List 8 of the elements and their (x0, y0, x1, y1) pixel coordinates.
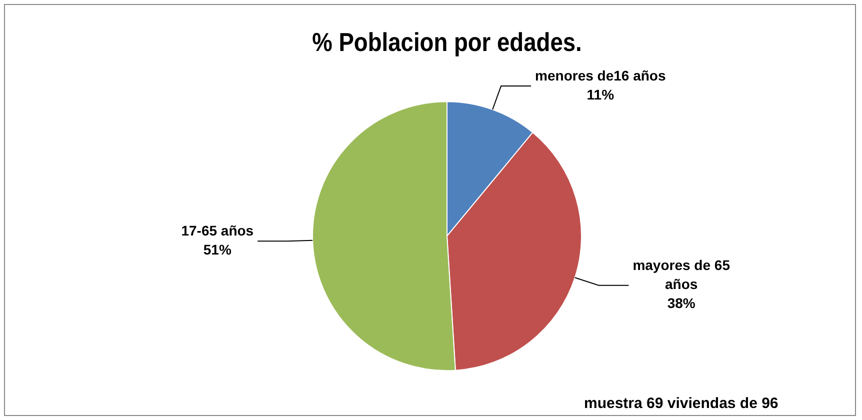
text: muestra 69 viviendas de 96 (584, 395, 778, 412)
slice-label: mayores de 65 años (632, 257, 730, 292)
data-label: 51% (203, 241, 232, 258)
slice-label: menores de16 años (535, 67, 666, 84)
chart-title: % Poblacion por edades. (312, 28, 582, 58)
data-label: 11% (586, 86, 615, 102)
data-label: 38% (667, 295, 696, 312)
slice-label: 17-65 años (181, 222, 254, 238)
